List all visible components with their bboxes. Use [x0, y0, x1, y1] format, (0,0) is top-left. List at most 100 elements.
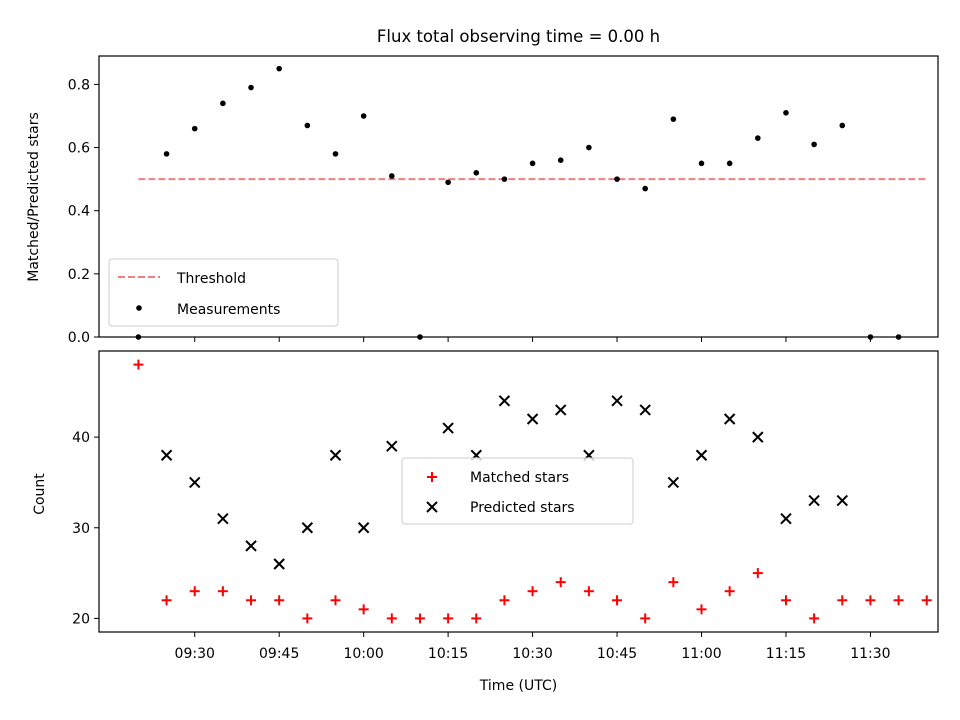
bottom-y-tick-label: 20	[72, 611, 90, 627]
matched-star-point	[865, 595, 876, 606]
legend-measurements-swatch	[136, 305, 142, 311]
matched-star-point	[724, 586, 735, 597]
matched-star-point	[696, 604, 707, 615]
predicted-star-point	[329, 449, 342, 461]
predicted-star-point	[273, 558, 285, 570]
x-tick-label: 10:45	[597, 646, 637, 662]
matched-star-point	[471, 613, 482, 624]
measurement-point	[248, 84, 254, 91]
legend-predicted-swatch	[426, 501, 438, 513]
predicted-star-point	[808, 494, 820, 507]
legend-measurements-label: Measurements	[177, 302, 280, 318]
top-panel: 0.0 0.2 0.4 0.6 0.8 Threshold Measurements	[68, 55, 939, 346]
measurement-point	[220, 100, 226, 107]
bottom-legend: Matched stars Predicted stars	[401, 457, 634, 525]
matched-star-point	[668, 577, 679, 588]
legend-predicted-label: Predicted stars	[470, 500, 575, 516]
measurement-point	[389, 173, 395, 179]
x-tick-label: 11:15	[766, 646, 806, 662]
top-legend: Threshold Measurements	[108, 258, 339, 327]
x-tick-label: 09:30	[175, 646, 215, 662]
matched-star-point	[527, 586, 538, 597]
predicted-star-point	[667, 476, 680, 489]
predicted-star-point	[301, 522, 314, 534]
predicted-star-point	[245, 540, 257, 552]
measurement-point	[332, 151, 339, 157]
matched-star-point	[640, 613, 651, 624]
measurement-point	[783, 110, 789, 116]
bottom-y-axis-label: Count	[32, 473, 48, 515]
measurement-point	[642, 185, 648, 192]
predicted-star-point	[526, 413, 539, 425]
matched-star-point	[809, 613, 820, 624]
bottom-plot-frame	[98, 350, 939, 633]
measurement-point	[445, 179, 451, 186]
matched-star-point	[499, 595, 510, 606]
predicted-star-point	[611, 395, 623, 407]
predicted-star-point	[639, 404, 651, 416]
measurement-point	[163, 151, 170, 157]
measurement-point	[501, 176, 508, 182]
measurement-point	[614, 176, 620, 182]
measurement-point	[698, 160, 705, 167]
measurement-point	[895, 334, 902, 340]
measurement-point	[670, 116, 677, 122]
measurement-point	[276, 65, 282, 72]
measurement-point	[557, 157, 564, 163]
top-y-tick-label: 0.8	[68, 77, 90, 93]
matched-star-point	[414, 613, 425, 624]
predicted-star-point	[780, 512, 792, 525]
bottom-panel: 20 30 40 09:30 09:45 10:00 10:15 10:30 10:45 11:0…	[72, 350, 939, 662]
top-legend-box	[108, 258, 339, 327]
x-tick-label: 10:30	[512, 646, 552, 662]
legend-matched-swatch	[427, 472, 437, 482]
predicted-star-point	[695, 449, 708, 461]
predicted-star-point	[160, 449, 173, 461]
x-tick-label: 10:00	[343, 646, 383, 662]
matched-star-point	[246, 595, 257, 606]
measurement-point	[755, 135, 761, 141]
top-y-tick-label: 0.2	[68, 267, 90, 283]
bottom-legend-box	[401, 457, 634, 525]
legend-matched-label: Matched stars	[470, 470, 569, 486]
x-tick-label: 11:00	[681, 646, 721, 662]
matched-star-point	[386, 613, 397, 624]
matched-star-point	[161, 595, 172, 606]
top-y-tick-label: 0.4	[68, 204, 90, 220]
measurement-point	[529, 160, 536, 167]
matched-star-point	[780, 595, 791, 606]
predicted-star-point	[498, 395, 511, 407]
matched-star-point	[555, 577, 566, 588]
measurement-point	[839, 122, 846, 129]
predicted-star-point	[357, 522, 370, 534]
top-y-tick-label: 0.0	[68, 330, 90, 346]
predicted-star-point	[189, 476, 201, 489]
measurement-point	[473, 170, 480, 176]
matched-star-point	[133, 359, 144, 370]
measurement-point	[811, 141, 817, 148]
predicted-star-point	[386, 440, 398, 452]
matched-star-point	[189, 586, 200, 597]
measurement-point	[360, 113, 367, 119]
measurement-point	[191, 125, 198, 132]
measurement-point	[135, 334, 142, 340]
matched-star-point	[330, 595, 341, 606]
matched-star-point	[893, 595, 904, 606]
predicted-star-point	[723, 413, 736, 425]
measurement-point	[867, 334, 874, 340]
measurement-point	[304, 122, 311, 129]
matched-star-point	[274, 595, 285, 606]
matched-star-point	[921, 595, 932, 606]
measurement-point	[586, 144, 592, 151]
matched-star-point	[583, 586, 594, 597]
predicted-star-point	[752, 431, 764, 443]
legend-threshold-label: Threshold	[176, 271, 246, 287]
x-tick-label: 11:30	[850, 646, 890, 662]
top-y-tick-label: 0.6	[68, 141, 90, 157]
matched-star-point	[612, 595, 623, 606]
matched-star-point	[752, 568, 763, 579]
predicted-star-point	[217, 512, 229, 525]
matched-star-point	[358, 604, 369, 615]
predicted-star-point	[836, 494, 848, 507]
matched-star-point	[837, 595, 848, 606]
